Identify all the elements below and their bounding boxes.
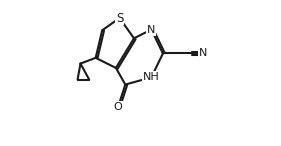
Text: N: N bbox=[199, 48, 208, 59]
Text: NH: NH bbox=[143, 72, 160, 82]
Text: S: S bbox=[116, 12, 123, 25]
Text: O: O bbox=[114, 102, 123, 112]
Text: N: N bbox=[147, 25, 155, 35]
